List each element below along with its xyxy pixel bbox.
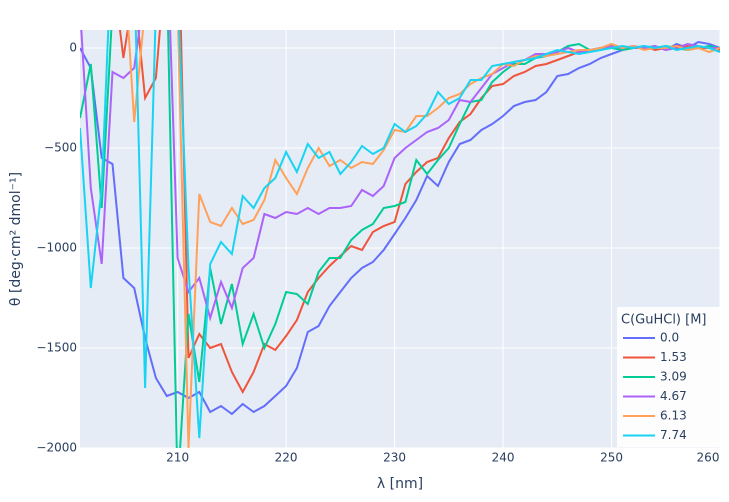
x-tick-label: 210	[166, 451, 189, 465]
legend-label: 0.0	[660, 331, 679, 345]
y-tick-label: −1000	[36, 241, 77, 255]
x-tick-label: 220	[275, 451, 298, 465]
series-line	[80, 30, 720, 439]
lines	[80, 30, 720, 448]
x-axis-title: λ [nm]	[377, 476, 423, 492]
x-tick-label: 260	[697, 451, 720, 465]
x-tick-label: 240	[492, 451, 515, 465]
legend-title: C(GuHCl) [M]	[621, 313, 707, 328]
series-line	[80, 30, 720, 322]
x-tick-label: 250	[600, 451, 623, 465]
y-axis-title: θ [deg·cm² dmol⁻¹]	[8, 172, 24, 306]
x-tick-label: 230	[383, 451, 406, 465]
y-tick-label: −500	[44, 141, 77, 155]
legend-label: 1.53	[660, 350, 687, 364]
series-line	[127, 30, 720, 448]
y-tick-label: 0	[69, 41, 77, 55]
y-tick-label: −2000	[36, 441, 77, 455]
legend: C(GuHCl) [M] 0.0 1.53 3.09 4.67 6.13 7.74	[617, 307, 729, 447]
y-tick-label: −1500	[36, 341, 77, 355]
legend-label: 3.09	[660, 370, 687, 384]
legend-label: 6.13	[660, 409, 687, 423]
legend-label: 7.74	[660, 428, 687, 442]
legend-label: 4.67	[660, 389, 687, 403]
